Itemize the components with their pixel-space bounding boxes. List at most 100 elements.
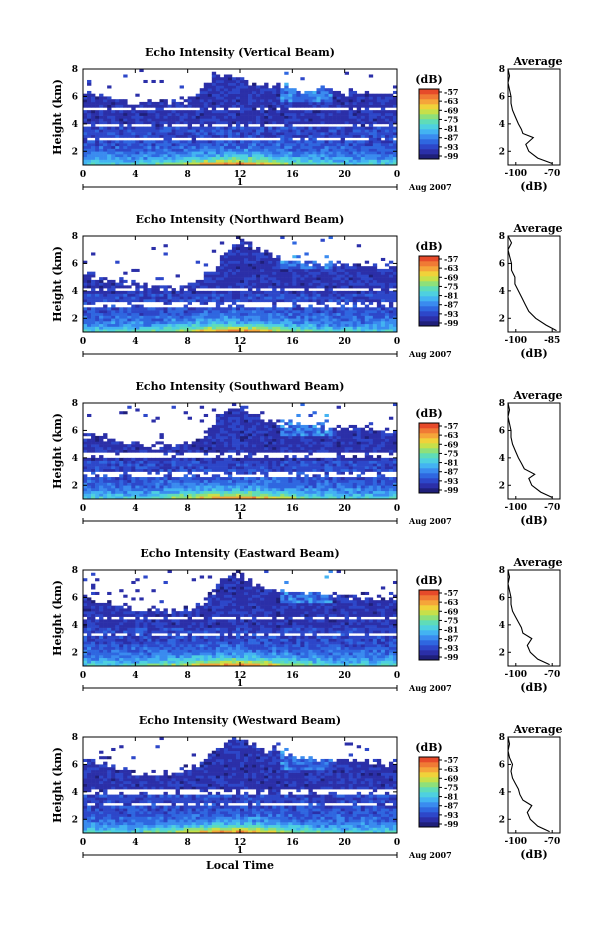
heatmap-cell — [373, 272, 377, 275]
heatmap-cell — [204, 96, 208, 99]
heatmap-cell — [131, 477, 135, 480]
heatmap-cell — [224, 121, 228, 124]
heatmap-cell — [252, 132, 256, 135]
heatmap-cell — [224, 316, 228, 319]
heatmap-cell — [325, 274, 329, 277]
profile-y-tick-label: 6 — [499, 92, 505, 102]
heatmap-cell — [99, 157, 103, 160]
heatmap-cell — [308, 285, 312, 288]
heatmap-cell — [204, 318, 208, 321]
heatmap-cell — [284, 299, 288, 302]
heatmap-cell — [345, 110, 349, 113]
heatmap-cell — [256, 110, 260, 113]
heatmap-cell — [212, 91, 216, 94]
heatmap-cell — [329, 132, 333, 135]
heatmap-cell — [240, 127, 244, 130]
heatmap-cell — [111, 291, 115, 294]
heatmap-cell — [325, 105, 329, 108]
heatmap-cell — [159, 157, 163, 160]
heatmap-cell — [365, 94, 369, 97]
heatmap-cell — [244, 280, 248, 283]
heatmap-cell — [220, 261, 224, 264]
heatmap-cell — [308, 96, 312, 99]
heatmap-cell — [272, 299, 276, 302]
heatmap-cell — [236, 116, 240, 119]
heatmap-cell — [224, 419, 228, 422]
heatmap-cell — [172, 461, 176, 464]
heatmap-cell — [99, 149, 103, 152]
heatmap-cell — [232, 428, 236, 431]
heatmap-cell — [389, 140, 393, 143]
heatmap-cell — [107, 447, 111, 450]
x-tick-label: 0 — [80, 170, 86, 180]
heatmap-cell — [325, 149, 329, 152]
heatmap-cell — [143, 151, 147, 154]
heatmap-cell — [220, 425, 224, 428]
heatmap-cell — [91, 160, 95, 163]
heatmap-cell — [168, 491, 172, 494]
heatmap-cell — [83, 447, 87, 450]
heatmap-cell — [288, 99, 292, 102]
heatmap-cell — [276, 102, 280, 105]
heatmap-cell — [212, 277, 216, 280]
heatmap-cell — [135, 318, 139, 321]
heatmap-cell — [131, 463, 135, 466]
heatmap-cell — [264, 269, 268, 272]
heatmap-cell — [248, 491, 252, 494]
heatmap-cell — [252, 466, 256, 469]
heatmap-cell — [111, 447, 115, 450]
heatmap-cell — [236, 255, 240, 258]
heatmap-cell — [244, 283, 248, 286]
heatmap-cell — [143, 149, 147, 152]
heatmap-cell — [292, 491, 296, 494]
heatmap-cell — [228, 439, 232, 442]
heatmap-cell — [224, 266, 228, 269]
heatmap-cell — [361, 283, 365, 286]
heatmap-cell — [264, 285, 268, 288]
heatmap-cell — [389, 327, 393, 330]
heatmap-cell — [308, 94, 312, 97]
heatmap-cell — [200, 102, 204, 105]
heatmap-cell — [345, 272, 349, 275]
heatmap-cell — [232, 105, 236, 108]
heatmap-cell — [176, 143, 180, 146]
heatmap-cell — [123, 299, 127, 302]
heatmap-cell — [204, 116, 208, 119]
heatmap-cell — [304, 143, 308, 146]
heatmap-cell — [389, 321, 393, 324]
heatmap-cell — [228, 324, 232, 327]
heatmap-cell — [300, 140, 304, 143]
heatmap-cell — [369, 151, 373, 154]
heatmap-cell — [312, 149, 316, 152]
heatmap-cell — [204, 414, 208, 417]
heatmap-cell — [333, 263, 337, 266]
heatmap-cell — [212, 425, 216, 428]
heatmap-cell — [232, 296, 236, 299]
heatmap-cell — [91, 143, 95, 146]
heatmap-cell — [389, 160, 393, 163]
heatmap-cell — [252, 296, 256, 299]
heatmap-cell — [268, 450, 272, 453]
heatmap-cell — [244, 316, 248, 319]
heatmap-cell — [272, 450, 276, 453]
x-tick-label: 16 — [286, 337, 299, 347]
heatmap-cell — [256, 419, 260, 422]
heatmap-cell — [292, 283, 296, 286]
heatmap-cell — [91, 280, 95, 283]
heatmap-cell — [180, 85, 184, 88]
heatmap-cell — [159, 313, 163, 316]
heatmap-cell — [373, 146, 377, 149]
heatmap-cell — [192, 485, 196, 488]
heatmap-cell — [252, 94, 256, 97]
heatmap-cell — [216, 121, 220, 124]
heatmap-cell — [172, 480, 176, 483]
heatmap-cell — [232, 77, 236, 80]
heatmap-cell — [143, 483, 147, 486]
heatmap-cell — [123, 121, 127, 124]
heatmap-cell — [232, 436, 236, 439]
heatmap-cell — [103, 127, 107, 130]
heatmap-cell — [381, 132, 385, 135]
heatmap-cell — [329, 318, 333, 321]
heatmap-cell — [300, 272, 304, 275]
heatmap-cell — [139, 494, 143, 497]
